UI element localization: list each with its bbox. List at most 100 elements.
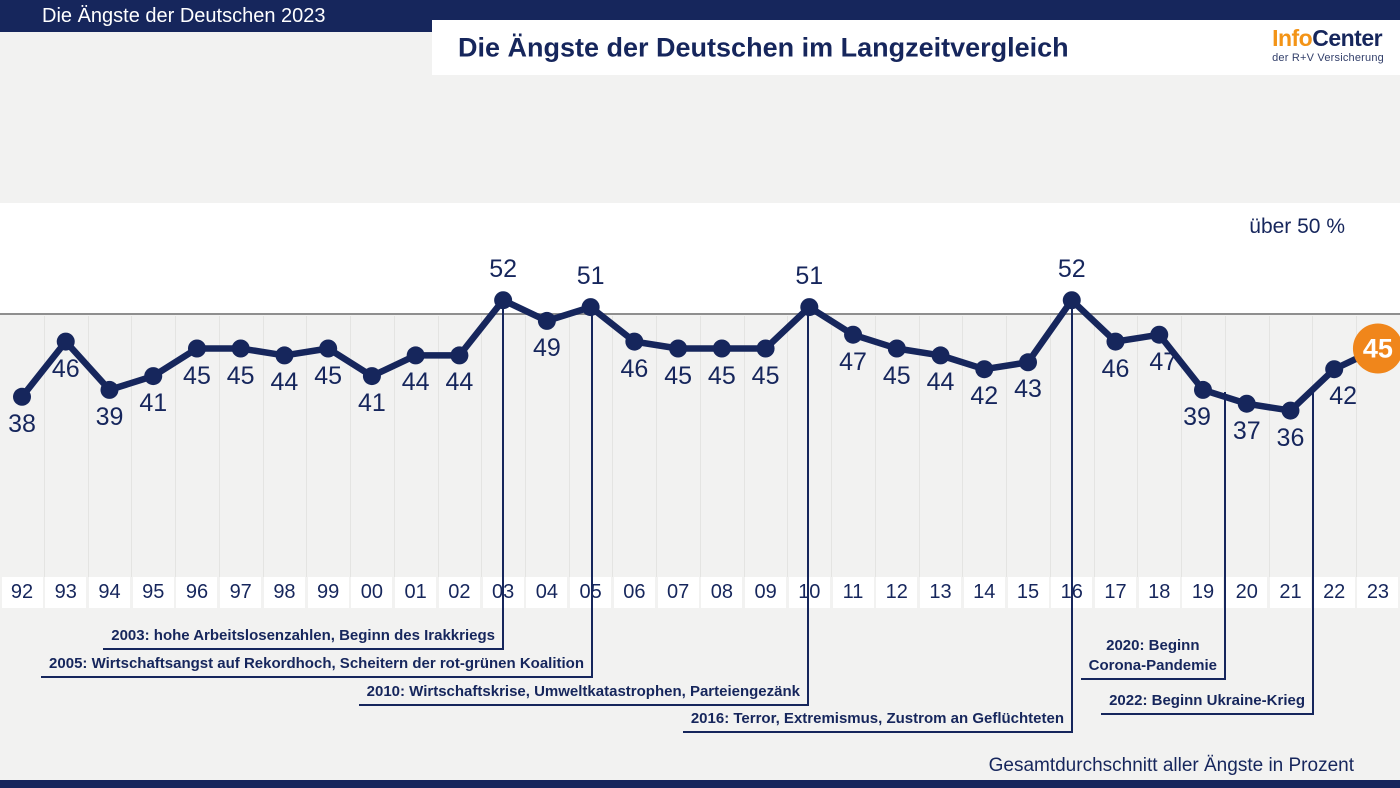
threshold-label: über 50 %	[1249, 215, 1345, 238]
gridline	[787, 316, 789, 577]
data-point	[1237, 394, 1256, 413]
title-box: Die Ängste der Deutschen im Langzeitverg…	[432, 20, 1400, 75]
gridline	[131, 316, 133, 577]
data-point	[1019, 353, 1038, 372]
year-cell-22: 22	[1313, 577, 1355, 608]
year-label: 95	[142, 581, 165, 603]
data-point	[319, 339, 338, 358]
year-cell-18: 18	[1138, 577, 1180, 608]
data-point	[494, 291, 513, 310]
annotation-2020: 2020: Beginn Corona-Pandemie	[1080, 636, 1225, 680]
data-point	[13, 387, 31, 406]
value-label: 51	[576, 262, 605, 291]
year-label: 02	[448, 581, 471, 603]
value-label: 41	[358, 389, 386, 418]
data-point	[669, 339, 688, 358]
gridline	[175, 316, 177, 577]
data-point	[1325, 360, 1344, 379]
value-label: 41	[139, 389, 168, 418]
value-label: 44	[270, 368, 299, 397]
gridline	[743, 316, 745, 577]
gridline	[437, 316, 439, 577]
year-label: 09	[754, 581, 777, 603]
year-cell-19: 19	[1182, 577, 1224, 608]
value-label: 47	[839, 347, 867, 376]
annotation-2022: 2022: Beginn Ukraine-Krieg	[1101, 691, 1313, 715]
data-point	[712, 339, 731, 358]
year-label: 97	[229, 581, 252, 603]
value-label: 38	[8, 409, 36, 438]
year-cell-08: 08	[701, 577, 743, 608]
value-label: 52	[1057, 255, 1086, 284]
page-title: Die Ängste der Deutschen im Langzeitverg…	[458, 32, 1069, 62]
data-point	[1281, 401, 1300, 420]
data-point	[756, 339, 775, 358]
year-label: 17	[1104, 581, 1127, 603]
data-point	[887, 339, 906, 358]
year-cell-14: 14	[963, 577, 1005, 608]
gridline	[262, 316, 264, 577]
data-point	[625, 332, 644, 351]
year-cell-92: 92	[1, 577, 43, 608]
annotation-2010: 2010: Wirtschaftskrise, Umweltkatastroph…	[358, 682, 808, 706]
year-cell-21: 21	[1269, 577, 1311, 608]
year-cell-97: 97	[220, 577, 262, 608]
rv-infocenter-logo: InfoCenter der R+V Versicherung	[1272, 27, 1384, 64]
data-point	[1193, 380, 1212, 399]
gridline	[87, 316, 89, 577]
value-label: 44	[926, 368, 955, 397]
data-point	[144, 367, 163, 386]
annotation-2005: 2005: Wirtschaftsangst auf Rekordhoch, S…	[41, 654, 592, 678]
value-label: 44	[401, 368, 430, 397]
gridline	[874, 316, 876, 577]
connector-2020	[1224, 392, 1226, 680]
gridline	[699, 316, 701, 577]
value-label: 45	[751, 361, 780, 390]
year-label: 18	[1148, 581, 1171, 603]
data-point	[187, 339, 206, 358]
data-point	[275, 346, 294, 365]
year-cell-23: 23	[1357, 577, 1399, 608]
value-label: 51	[795, 262, 824, 291]
year-cell-96: 96	[176, 577, 218, 608]
gridline	[393, 316, 395, 577]
value-label: 42	[970, 382, 999, 411]
year-label: 06	[623, 581, 646, 603]
value-label: 45	[664, 361, 692, 390]
value-label: 49	[532, 333, 561, 362]
year-label: 20	[1235, 581, 1258, 603]
highlight-circle-2023	[1352, 323, 1400, 374]
gridline	[350, 316, 352, 577]
gridline	[962, 316, 964, 577]
year-label: 11	[842, 581, 864, 603]
data-point	[231, 339, 250, 358]
year-cell-13: 13	[920, 577, 962, 608]
data-point	[450, 346, 469, 365]
logo-part-info: Info	[1272, 25, 1313, 51]
connector-2003	[502, 302, 504, 650]
gridline	[525, 316, 526, 577]
value-label: 45	[183, 361, 211, 390]
data-point	[537, 311, 556, 330]
connector-2016	[1071, 302, 1073, 733]
year-cell-10: 10	[788, 577, 830, 608]
data-point	[581, 298, 600, 317]
data-point	[406, 346, 425, 365]
year-cell-02: 02	[438, 577, 480, 608]
highlight-value-label: 45	[1363, 334, 1393, 364]
data-point	[1062, 291, 1081, 310]
gridline	[218, 316, 220, 577]
data-point	[975, 360, 994, 379]
gridline	[918, 316, 920, 577]
data-point	[1106, 332, 1125, 351]
year-cell-94: 94	[88, 577, 130, 608]
gridline	[656, 316, 658, 577]
data-point	[100, 380, 119, 399]
year-cell-09: 09	[745, 577, 787, 608]
data-point	[362, 367, 381, 386]
year-cell-05: 05	[570, 577, 612, 608]
annotation-2003: 2003: hohe Arbeitslosenzahlen, Beginn de…	[103, 626, 503, 650]
year-label: 19	[1191, 581, 1215, 603]
above-threshold-band	[0, 203, 1400, 313]
year-cell-11: 11	[832, 577, 874, 608]
